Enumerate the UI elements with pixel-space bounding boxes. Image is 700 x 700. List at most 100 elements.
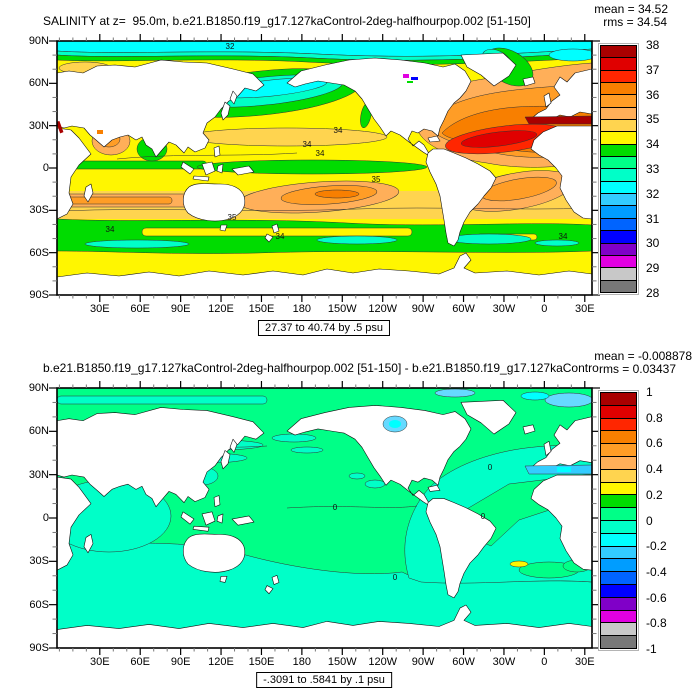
colorbar-tick-label: 32 (646, 186, 660, 201)
contour-label: 0 (487, 463, 493, 472)
colorbar-tick-label: -0.4 (646, 564, 667, 579)
y-tick-label: 30S (29, 204, 49, 217)
colorbar-cell (601, 495, 636, 509)
colorbar-cell (601, 181, 636, 195)
axis-ticks (49, 381, 600, 655)
colorbar-cell (601, 431, 636, 445)
colorbar-cell (601, 546, 636, 560)
contour-range-box-top: 27.37 to 40.74 by .5 psu (257, 320, 391, 336)
colorbar-tick-label: -0.8 (646, 616, 667, 631)
colorbar-cell (601, 206, 636, 219)
colorbar-cell (601, 95, 636, 108)
y-tick-label: 0 (42, 162, 49, 174)
contour-label: 0 (392, 573, 398, 582)
colorbar-cell (601, 280, 636, 292)
colorbar-tick-label: 35 (646, 112, 660, 127)
contour-label: 34 (315, 149, 325, 158)
colorbar-tick-label: -1 (646, 642, 657, 656)
y-tick-label: 90N (28, 382, 49, 394)
x-tick-label: 30E (574, 656, 595, 668)
colorbar-cell (601, 70, 636, 84)
mean-value-bottom: mean = -0.008878 (594, 349, 692, 363)
contour-label: 35 (227, 213, 237, 222)
x-tick-label: 0 (541, 303, 548, 315)
inland-sea-overlays (57, 74, 592, 134)
rms-value-bottom: rms = 0.03437 (598, 362, 676, 376)
colorbar-tick-label: 36 (646, 87, 660, 102)
x-tick-label: 90W (411, 656, 435, 668)
colorbar-cell (601, 107, 636, 121)
plot-title-bottom: b.e21.B1850.f19_g17.127kaControl-2deg-ha… (43, 361, 599, 375)
world-map-salinity-difference (57, 388, 592, 648)
colorbar-tick-label: 38 (646, 38, 660, 52)
y-tick-label: 60N (28, 425, 49, 438)
colorbar (600, 392, 637, 649)
x-tick-label: 120E (208, 656, 234, 668)
colorbar-tick-label: -0.6 (646, 590, 667, 605)
colorbar-cell (601, 243, 636, 256)
colorbar-tick-label: 0.4 (646, 462, 663, 477)
colorbar-tick-label: 29 (646, 261, 660, 276)
colorbar-tick-label: 30 (646, 236, 660, 251)
contour-label: 0 (480, 512, 486, 521)
x-tick-label: 180 (292, 656, 312, 668)
contour-range-box-bottom: -.3091 to .5841 by .1 psu (256, 672, 392, 688)
y-tick-label: 90N (28, 35, 49, 47)
colorbar-cell (601, 144, 636, 158)
colorbar-cell (601, 597, 636, 611)
colorbar-cell (601, 456, 636, 470)
y-tick-label: 90S (29, 642, 49, 654)
x-tick-label: 150E (248, 656, 275, 668)
x-tick-label: 90W (411, 303, 435, 315)
colorbar-cell (601, 482, 636, 496)
colorbar-tick-label: 37 (646, 62, 660, 77)
plot-title-top: SALINITY at z= 95.0m, b.e21.B1850.f19_g1… (43, 14, 531, 28)
x-tick-label: 120E (208, 303, 234, 315)
contour-label: 34 (275, 232, 285, 241)
contour-label: 0 (332, 503, 338, 512)
y-tick-label: 60N (28, 77, 49, 90)
contour-label: 35 (371, 175, 381, 184)
colorbar-cell (601, 520, 636, 534)
colorbar-tick-label: 34 (646, 137, 660, 152)
x-tick-label: 120W (368, 303, 398, 315)
colorbar-tick-label: 0.2 (646, 487, 663, 502)
x-tick-label: 60E (130, 303, 150, 315)
x-tick-label: 120W (368, 656, 398, 668)
rms-value-top: rms = 34.54 (603, 15, 667, 29)
colorbar-cell (601, 584, 636, 598)
y-tick-label: 30N (28, 119, 49, 132)
y-tick-label: 30S (29, 555, 49, 568)
colorbar-cell (601, 120, 636, 133)
colorbar-tick-label: -0.2 (646, 539, 667, 554)
inland-sea-overlays (382, 415, 592, 475)
colorbar-cell (601, 58, 636, 71)
x-tick-label: 30W (492, 656, 516, 668)
colorbar-cell (601, 393, 636, 406)
colorbar-tick-label: 1 (646, 385, 653, 399)
colorbar-cell (601, 405, 636, 419)
x-tick-label: 180 (292, 303, 312, 315)
colorbar-cell (601, 636, 636, 648)
colorbar (600, 45, 637, 293)
x-tick-label: 30E (90, 656, 110, 668)
x-tick-label: 60W (452, 303, 475, 315)
colorbar-tick-label: 33 (646, 162, 660, 176)
colorbar-cell (601, 157, 636, 170)
colorbar-tick-label: 0.8 (646, 410, 663, 425)
x-tick-label: 60W (452, 656, 475, 668)
x-tick-label: 150W (327, 303, 357, 315)
x-tick-label: 150E (248, 303, 275, 315)
colorbar-cell (601, 444, 636, 457)
x-tick-label: 30E (574, 303, 595, 315)
colorbar-tick-label: 28 (646, 286, 660, 300)
colorbar-cell (601, 83, 636, 96)
x-tick-label: 90E (170, 656, 191, 668)
mean-value-top: mean = 34.52 (594, 2, 668, 16)
colorbar-cell (601, 231, 636, 244)
contour-label: 34 (302, 140, 312, 149)
colorbar-tick-label: 0.6 (646, 436, 663, 451)
x-tick-label: 90E (170, 303, 191, 315)
colorbar-cell (601, 469, 636, 483)
